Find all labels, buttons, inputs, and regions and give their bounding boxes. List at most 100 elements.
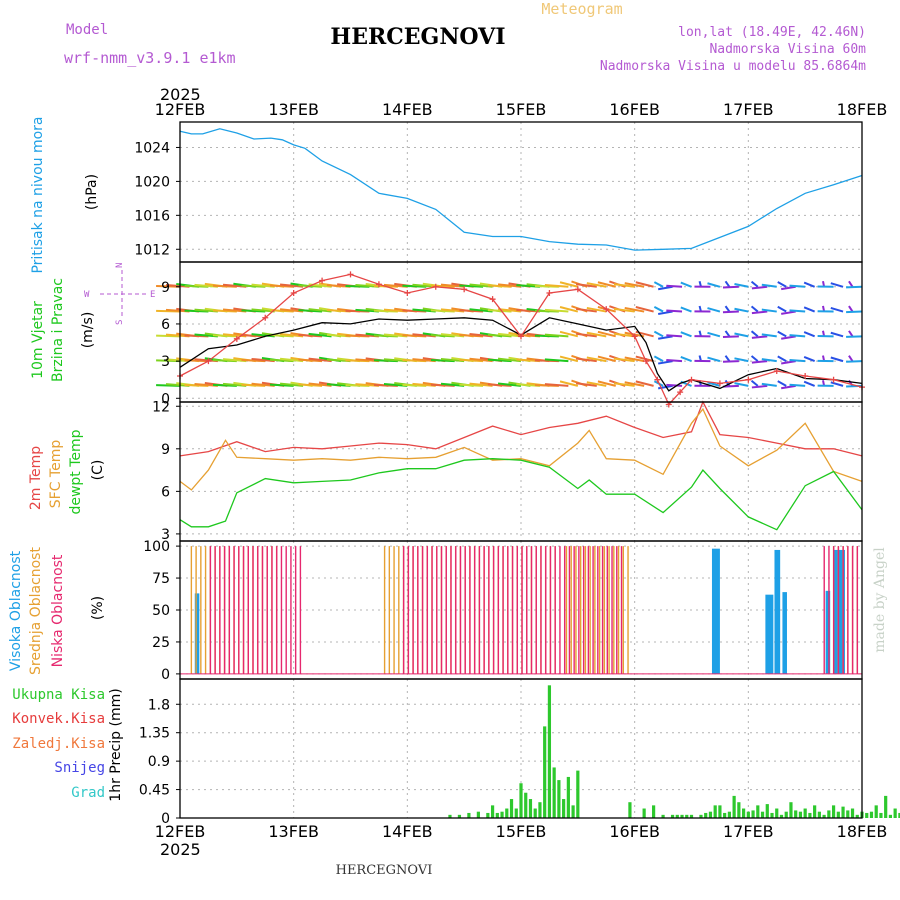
temp-2m-line bbox=[179, 400, 863, 457]
date-tick-label: 12FEB bbox=[155, 100, 206, 119]
panel-frames bbox=[179, 121, 863, 819]
precip-bar bbox=[836, 811, 840, 818]
gust-marker bbox=[688, 376, 695, 383]
wind-barb bbox=[459, 383, 484, 387]
precip-bars bbox=[448, 685, 900, 818]
gust-marker bbox=[319, 277, 326, 284]
precip-bar bbox=[486, 812, 490, 818]
date-tick-label: 15FEB bbox=[496, 822, 547, 841]
precip-bar bbox=[741, 808, 746, 818]
location-label: lon,lat (18.49E, 42.46N) bbox=[678, 25, 866, 40]
y-tick-label: 0 bbox=[161, 667, 170, 683]
cloud-unit: (%) bbox=[90, 596, 106, 620]
gust-marker bbox=[461, 286, 468, 293]
precip-bar bbox=[822, 814, 826, 818]
wind-barb bbox=[781, 360, 796, 365]
wind-barb bbox=[722, 310, 739, 314]
wind-barb bbox=[707, 282, 721, 288]
gust-marker bbox=[375, 281, 382, 288]
wind-barb bbox=[635, 281, 654, 288]
precip-bar bbox=[708, 811, 713, 818]
precip-bar bbox=[528, 799, 533, 818]
precip-bar bbox=[689, 814, 694, 818]
gust-marker bbox=[773, 368, 780, 375]
wind-ylabel-sub: Brzina i Pravac bbox=[50, 278, 66, 382]
wind-barb bbox=[846, 310, 863, 314]
wind-barb bbox=[707, 307, 721, 313]
date-tick-label: 16FEB bbox=[609, 100, 660, 119]
precip-bar bbox=[831, 805, 836, 818]
cloud-bar-high bbox=[825, 590, 831, 674]
wind-barb bbox=[298, 309, 323, 313]
precip-bar bbox=[713, 805, 717, 818]
wind-barb bbox=[722, 335, 739, 339]
wind-barb bbox=[469, 283, 493, 288]
precip-bar bbox=[628, 802, 632, 818]
pressure-y-ticks: 1012 1016 1020 1024 bbox=[134, 140, 180, 258]
y-tick-label: 0.9 bbox=[148, 754, 170, 770]
chart-subtitle: Meteogram bbox=[541, 0, 622, 18]
cloud-bars bbox=[180, 546, 862, 675]
wind-barb bbox=[848, 355, 854, 362]
wind-barb bbox=[308, 357, 332, 363]
wind-barb bbox=[722, 360, 739, 363]
wind-barb bbox=[279, 382, 304, 387]
wind-barb bbox=[751, 360, 768, 364]
precip-bar bbox=[850, 808, 855, 818]
temperature-panel: 3 6 9 12 2m Temp SFC Temp dewpt Temp (C) bbox=[28, 399, 863, 543]
wind-barb bbox=[724, 355, 731, 362]
wind-barb bbox=[803, 380, 816, 387]
wind-barb bbox=[680, 356, 692, 363]
credit-watermark: made by Angel bbox=[872, 547, 888, 653]
y-tick-label: 0.45 bbox=[139, 783, 170, 799]
wind-barb bbox=[575, 332, 597, 338]
y-tick-label: 1016 bbox=[134, 208, 170, 224]
wind-barb bbox=[459, 284, 484, 288]
y-tick-label: 9 bbox=[161, 442, 170, 458]
precip-bar bbox=[723, 812, 727, 818]
wind-barbs bbox=[156, 280, 863, 390]
precip-bar bbox=[855, 814, 859, 818]
precip-bar bbox=[509, 799, 514, 818]
elevation-label: Nadmorska Visina 60m bbox=[709, 42, 866, 57]
wind-barb bbox=[597, 380, 616, 387]
precip-bar bbox=[746, 811, 750, 818]
cloud-grid bbox=[180, 541, 862, 679]
wind-barb bbox=[575, 283, 597, 288]
wind-barb bbox=[680, 331, 692, 338]
wind-barb bbox=[751, 335, 768, 339]
wind-barb bbox=[707, 356, 721, 363]
wind-barb bbox=[298, 358, 323, 363]
precip-bar bbox=[794, 810, 798, 818]
compass-n: N bbox=[115, 263, 125, 268]
cloud-bar-high bbox=[782, 592, 787, 674]
y-tick-label: 100 bbox=[143, 539, 170, 555]
gust-marker bbox=[546, 289, 553, 296]
wind-barb bbox=[846, 360, 863, 363]
legend-freezing: Zaledj.Kisa bbox=[12, 736, 105, 752]
panel-frame bbox=[179, 121, 863, 263]
precip-bar bbox=[576, 770, 580, 818]
precip-bar bbox=[642, 808, 646, 818]
wind-barb bbox=[803, 331, 816, 338]
wind-barb bbox=[724, 330, 731, 337]
precip-bar bbox=[869, 811, 874, 818]
wind-barb bbox=[597, 330, 616, 338]
compass-w: W bbox=[84, 290, 90, 300]
wind-barb bbox=[308, 332, 332, 338]
date-tick-label: 14FEB bbox=[382, 100, 433, 119]
precip-bar bbox=[699, 814, 703, 818]
wind-barb bbox=[559, 330, 579, 338]
wind-barb bbox=[848, 330, 854, 337]
wind-barb bbox=[680, 306, 692, 313]
gust-marker bbox=[290, 289, 297, 296]
precip-panel: 0 0.45 0.9 1.35 1.8 Ukupna Kisa Konvek.Kisa … bbox=[12, 679, 900, 827]
wind-barb bbox=[724, 379, 731, 387]
precip-bar bbox=[652, 805, 656, 818]
wind-barb bbox=[781, 384, 796, 390]
wind-barb bbox=[544, 383, 569, 387]
date-tick-label: 17FEB bbox=[723, 822, 774, 841]
pressure-line bbox=[179, 128, 863, 251]
wind-barb bbox=[761, 283, 777, 288]
